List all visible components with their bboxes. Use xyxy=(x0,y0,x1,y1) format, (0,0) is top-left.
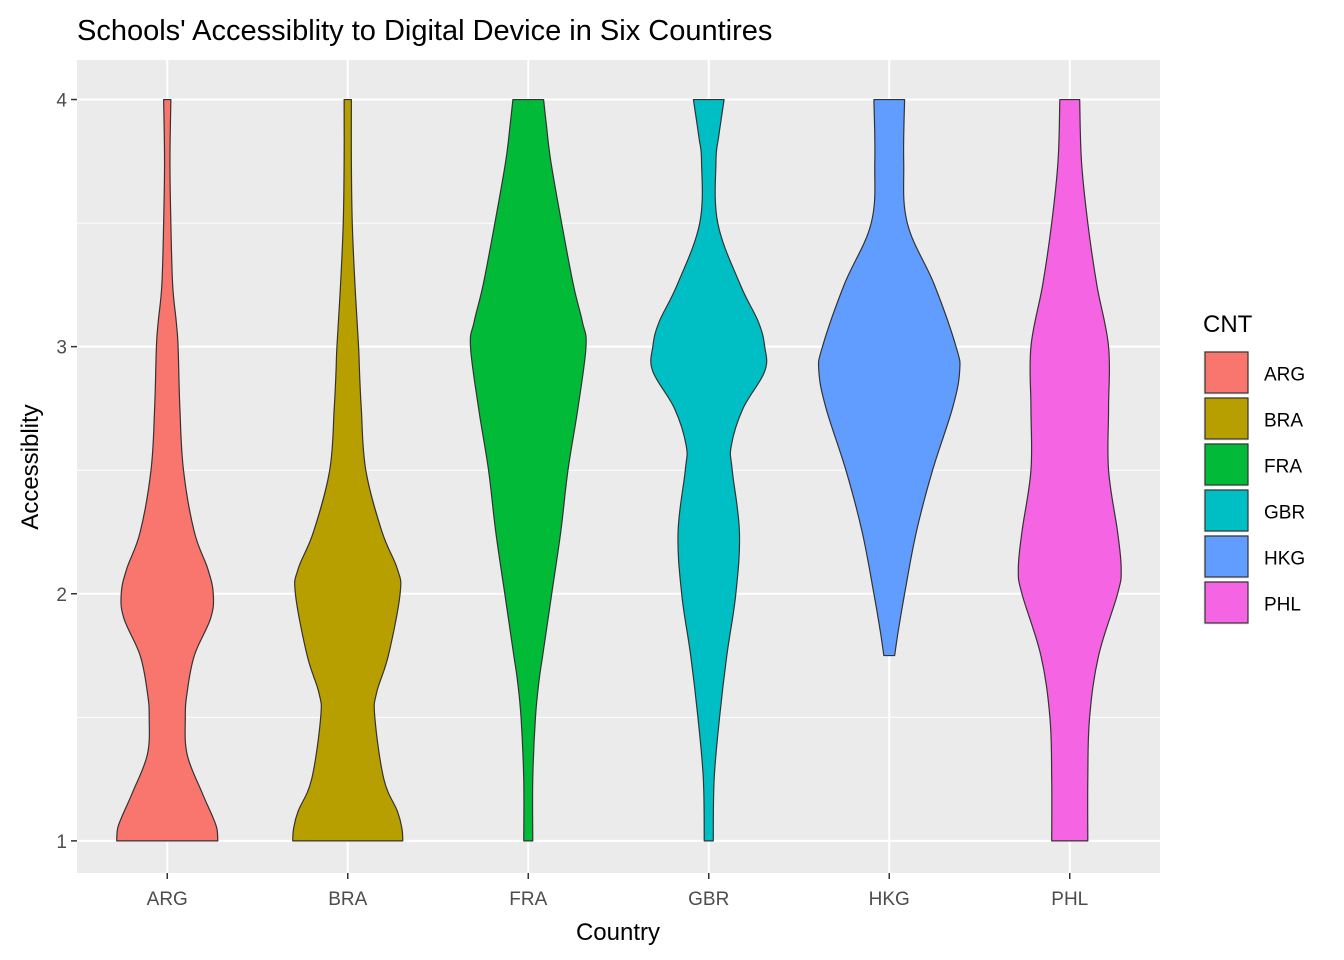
x-tick-label-hkg: HKG xyxy=(869,889,910,910)
violins xyxy=(116,98,1122,842)
y-axis-title: Accessiblity xyxy=(17,404,44,529)
legend-key-hkg xyxy=(1204,535,1249,578)
legend-label-arg: ARG xyxy=(1264,365,1305,386)
plot-panel xyxy=(77,60,1160,873)
violin-phl xyxy=(1017,98,1122,842)
legend-key-arg xyxy=(1204,351,1249,394)
x-tick-label-fra: FRA xyxy=(509,889,547,910)
legend-key-bra xyxy=(1204,397,1249,440)
y-axis: 1 2 3 4 xyxy=(56,91,77,853)
y-tick-label: 1 xyxy=(56,832,67,853)
legend-label-bra: BRA xyxy=(1264,411,1303,432)
legend-label-phl: PHL xyxy=(1264,595,1301,616)
x-tick-label-gbr: GBR xyxy=(688,889,729,910)
violin-bra xyxy=(292,98,404,842)
legend-items: ARG BRA FRA GBR HKG PHL xyxy=(1203,351,1305,625)
x-axis-title: Country xyxy=(576,919,660,946)
x-tick-label-arg: ARG xyxy=(147,889,188,910)
violin-hkg xyxy=(817,98,961,657)
violin-gbr xyxy=(650,98,768,842)
legend: CNT ARG BRA FRA GBR HKG PHL xyxy=(1203,311,1305,625)
y-tick-label: 2 xyxy=(56,585,67,606)
legend-key-fra xyxy=(1204,443,1249,486)
legend-label-fra: FRA xyxy=(1264,457,1302,478)
violin-fra xyxy=(469,98,587,842)
legend-key-phl xyxy=(1204,581,1249,624)
x-tick-label-bra: BRA xyxy=(328,889,367,910)
y-tick-label: 3 xyxy=(56,338,67,359)
x-axis: ARG BRA FRA GBR HKG PHL xyxy=(147,873,1088,910)
legend-title: CNT xyxy=(1203,311,1253,338)
legend-key-gbr xyxy=(1204,489,1249,532)
legend-label-gbr: GBR xyxy=(1264,503,1305,524)
y-tick-label: 4 xyxy=(56,91,67,112)
chart-title: Schools' Accessiblity to Digital Device … xyxy=(77,15,772,47)
x-tick-label-phl: PHL xyxy=(1051,889,1088,910)
legend-label-hkg: HKG xyxy=(1264,549,1305,570)
violin-arg xyxy=(116,98,219,842)
